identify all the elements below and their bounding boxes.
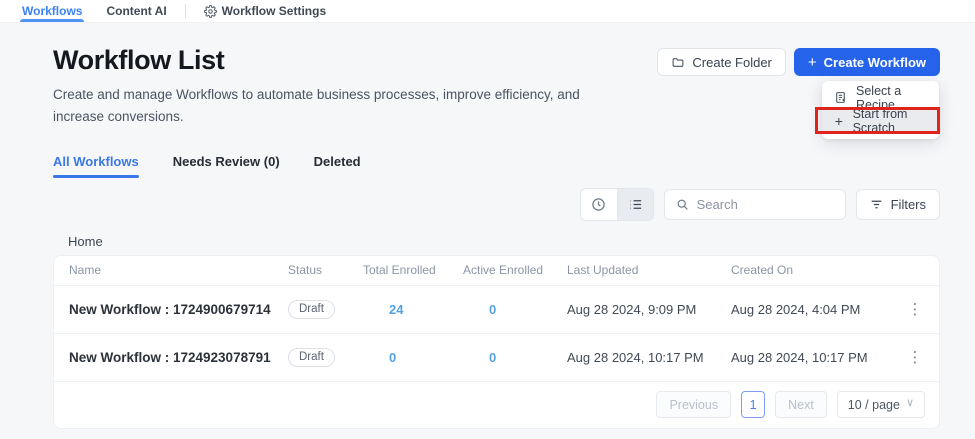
page-size-label: 10 / page — [847, 397, 900, 412]
workflow-name-link[interactable]: New Workflow : 1724923078791 — [69, 349, 271, 365]
recent-view-button[interactable] — [581, 189, 617, 220]
page-title: Workflow List — [53, 45, 225, 75]
nav-tab-workflows-label: Workflows — [22, 4, 83, 18]
search-icon — [677, 199, 688, 210]
tab-deleted-label: Deleted — [313, 153, 361, 169]
nav-divider — [184, 4, 186, 18]
tab-all-workflows-label: All Workflows — [53, 153, 139, 169]
status-badge: Draft — [288, 300, 335, 320]
workflow-table-card: Name Status Total Enrolled Active Enroll… — [53, 254, 940, 429]
column-header-created-on: Created On — [731, 263, 794, 278]
top-navigation: Workflows Content AI Workflow Settings — [0, 0, 975, 23]
plus-icon: + — [807, 53, 817, 71]
last-updated-value: Aug 28 2024, 9:09 PM — [567, 301, 697, 317]
total-enrolled-link[interactable]: 0 — [389, 349, 397, 365]
active-enrolled-link[interactable]: 0 — [489, 301, 497, 317]
create-workflow-dropdown: Select a Recipe + Start from Scratch — [815, 81, 940, 139]
nav-tab-workflows[interactable]: Workflows — [10, 0, 94, 22]
filter-icon — [871, 200, 881, 208]
search-box — [663, 188, 846, 220]
tab-all-workflows[interactable]: All Workflows — [53, 154, 139, 178]
list-toolbar: Filters — [53, 187, 940, 221]
page-number-button[interactable]: 1 — [741, 391, 766, 419]
create-workflow-label: Create Workflow — [823, 54, 926, 70]
page-header: Workflow List Create and manage Workflow… — [53, 45, 940, 139]
gear-icon — [203, 4, 217, 18]
row-actions-kebab-icon[interactable]: ⋮ — [907, 348, 923, 366]
next-page-button[interactable]: Next — [775, 391, 827, 419]
filters-button[interactable]: Filters — [855, 188, 940, 220]
create-workflow-button[interactable]: + Create Workflow — [793, 48, 940, 76]
previous-page-button[interactable]: Previous — [656, 391, 732, 419]
create-folder-label: Create Folder — [692, 54, 772, 70]
main-content: Workflow List Create and manage Workflow… — [0, 23, 975, 429]
nav-tab-content-ai[interactable]: Content AI — [94, 0, 178, 22]
list-view-button[interactable] — [616, 188, 653, 220]
recipe-icon — [836, 92, 845, 103]
table-row: New Workflow : 1724923078791 Draft 0 0 A… — [54, 332, 939, 381]
plus-icon: + — [834, 112, 843, 129]
tab-needs-review-label: Needs Review (0) — [172, 153, 280, 169]
workflow-name-link[interactable]: New Workflow : 1724900679714 — [69, 301, 271, 317]
pagination: Previous 1 Next 10 / page ∨ — [54, 380, 939, 428]
filters-label: Filters — [890, 196, 926, 212]
created-on-value: Aug 28 2024, 10:17 PM — [731, 349, 868, 365]
tab-deleted[interactable]: Deleted — [314, 154, 361, 178]
clock-icon — [592, 197, 605, 211]
nav-tab-workflow-settings[interactable]: Workflow Settings — [192, 0, 338, 22]
chevron-down-icon: ∨ — [905, 397, 914, 410]
header-actions: Create Folder + Create Workflow Select a… — [657, 48, 940, 139]
table-header-row: Name Status Total Enrolled Active Enroll… — [54, 255, 939, 285]
column-header-status: Status — [288, 263, 323, 278]
status-badge: Draft — [288, 348, 335, 368]
last-updated-value: Aug 28 2024, 10:17 PM — [567, 349, 704, 365]
folder-icon — [672, 57, 684, 67]
list-icon — [630, 199, 641, 209]
page-size-select[interactable]: 10 / page ∨ — [836, 391, 925, 419]
menu-item-start-from-scratch-label: Start from Scratch — [852, 106, 908, 135]
column-header-name: Name — [69, 263, 102, 278]
breadcrumb[interactable]: Home — [68, 233, 103, 249]
table-row: New Workflow : 1724900679714 Draft 24 0 … — [54, 284, 939, 333]
active-enrolled-link[interactable]: 0 — [489, 349, 497, 365]
tab-needs-review[interactable]: Needs Review (0) — [173, 154, 280, 178]
create-folder-button[interactable]: Create Folder — [657, 48, 786, 76]
menu-item-start-from-scratch[interactable]: + Start from Scratch — [815, 106, 940, 135]
row-actions-kebab-icon[interactable]: ⋮ — [907, 300, 923, 318]
total-enrolled-link[interactable]: 24 — [389, 301, 404, 317]
search-input[interactable] — [696, 196, 834, 212]
column-header-last-updated: Last Updated — [567, 263, 639, 278]
page-description: Create and manage Workflows to automate … — [53, 87, 580, 125]
nav-tab-workflow-settings-label: Workflow Settings — [221, 4, 327, 18]
column-header-total-enrolled: Total Enrolled — [363, 263, 436, 278]
column-header-active-enrolled: Active Enrolled — [463, 263, 544, 278]
created-on-value: Aug 28 2024, 4:04 PM — [731, 301, 861, 317]
nav-tab-content-ai-label: Content AI — [106, 4, 167, 18]
workflow-tabs: All Workflows Needs Review (0) Deleted — [53, 154, 940, 178]
view-toggle-group — [579, 187, 654, 221]
page-header-text: Workflow List Create and manage Workflow… — [53, 45, 603, 129]
